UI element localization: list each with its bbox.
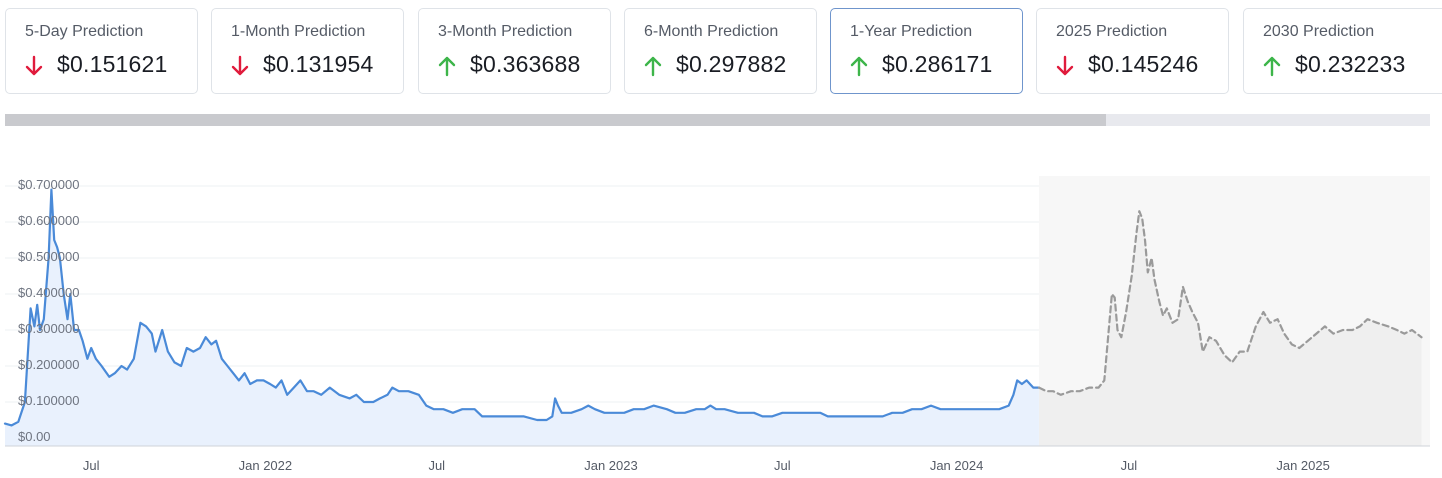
card-value: $0.232233 — [1295, 51, 1406, 77]
card-value: $0.145246 — [1088, 51, 1199, 77]
chart-areas — [5, 176, 1430, 446]
card-value: $0.131954 — [263, 51, 374, 77]
y-tick-label: $0.00 — [18, 429, 51, 444]
x-tick-label: Jan 2023 — [584, 458, 638, 473]
x-tick-label: Jul — [1121, 458, 1138, 473]
arrow-up-icon — [1263, 56, 1281, 77]
y-tick-label: $0.100000 — [18, 393, 79, 408]
x-tick-label: Jul — [83, 458, 100, 473]
card-label: 2030 Prediction — [1263, 23, 1375, 40]
y-tick-label: $0.300000 — [18, 321, 79, 336]
arrow-down-icon — [1056, 55, 1074, 76]
card-label: 2025 Prediction — [1056, 23, 1168, 40]
card-2025[interactable]: 2025 Prediction $0.145246 — [1036, 8, 1229, 94]
prediction-cards: 5-Day Prediction $0.151621 1-Month Predi… — [0, 0, 1442, 110]
card-3-month[interactable]: 3-Month Prediction $0.363688 — [418, 8, 611, 94]
x-tick-label: Jan 2025 — [1276, 458, 1330, 473]
price-chart: $0.00 $0.100000 $0.200000 $0.300000 $0.40000… — [3, 176, 1430, 473]
y-axis-ticks: $0.00 $0.100000 $0.200000 $0.300000 $0.40000… — [18, 177, 79, 444]
x-axis-ticks: Jul Jan 2022 Jul Jan 2023 Jul Jan 2024 Jul Jan … — [83, 458, 1330, 473]
y-tick-label: $0.600000 — [18, 213, 79, 228]
arrow-up-icon — [644, 56, 662, 77]
card-value: $0.297882 — [676, 51, 787, 77]
arrow-down-icon — [231, 55, 249, 76]
card-1-year[interactable]: 1-Year Prediction $0.286171 — [830, 8, 1023, 94]
card-label: 5-Day Prediction — [25, 23, 144, 40]
arrow-down-icon — [25, 55, 43, 76]
y-tick-label: $0.200000 — [18, 357, 79, 372]
card-label: 3-Month Prediction — [438, 23, 573, 40]
y-tick-label: $0.500000 — [18, 249, 79, 264]
card-value: $0.151621 — [57, 51, 168, 77]
y-tick-label: $0.700000 — [18, 177, 79, 192]
x-tick-label: Jan 2024 — [930, 458, 984, 473]
scrollbar-thumb[interactable] — [5, 114, 1106, 126]
x-tick-label: Jan 2022 — [239, 458, 293, 473]
forecast-series-line — [1037, 210, 1423, 396]
card-label: 1-Year Prediction — [850, 23, 973, 40]
card-value: $0.363688 — [470, 51, 581, 77]
card-label: 1-Month Prediction — [231, 23, 366, 40]
y-tick-label: $0.400000 — [18, 285, 79, 300]
cards-scrollbar[interactable] — [5, 114, 1430, 126]
arrow-up-icon — [438, 56, 456, 77]
card-2030[interactable]: 2030 Prediction $0.232233 — [1243, 8, 1442, 94]
card-1-month[interactable]: 1-Month Prediction $0.131954 — [211, 8, 404, 94]
card-label: 6-Month Prediction — [644, 23, 779, 40]
history-area — [5, 189, 1039, 446]
x-tick-label: Jul — [428, 458, 445, 473]
card-value: $0.286171 — [882, 51, 993, 77]
card-6-month[interactable]: 6-Month Prediction $0.297882 — [624, 8, 817, 94]
forecast-area — [1039, 211, 1422, 446]
card-5-day[interactable]: 5-Day Prediction $0.151621 — [5, 8, 198, 94]
arrow-up-icon — [850, 56, 868, 77]
history-series-line — [3, 188, 1041, 427]
x-tick-label: Jul — [774, 458, 791, 473]
chart-lines — [3, 188, 1423, 427]
